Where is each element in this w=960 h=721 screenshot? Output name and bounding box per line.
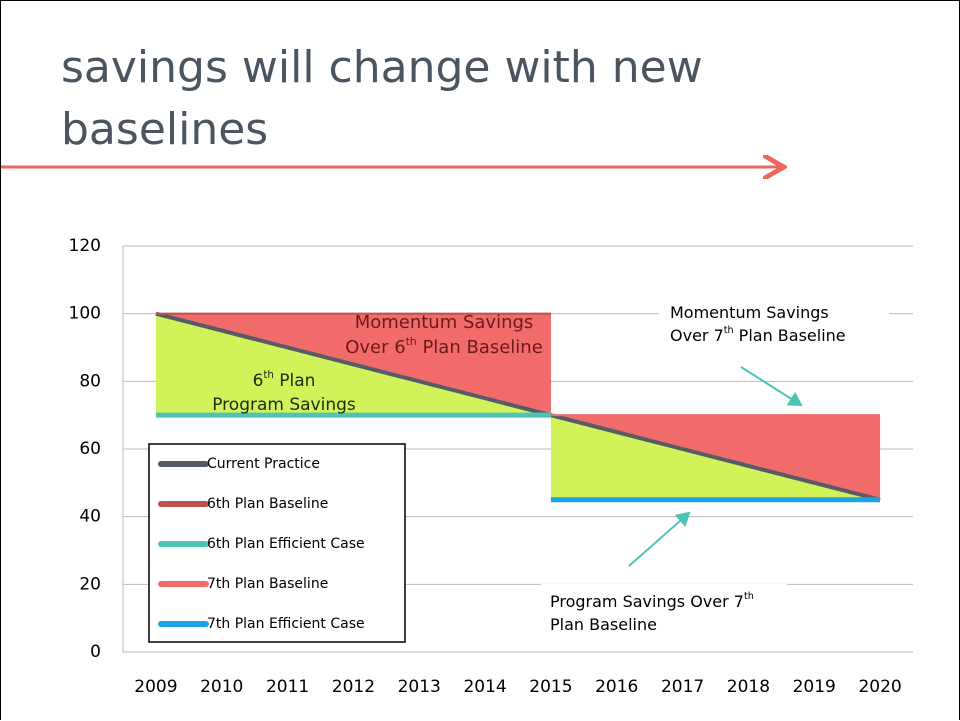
annotation: Program Savings Over 7th: [550, 591, 754, 611]
savings-area: [155, 313, 551, 416]
y-tick-label: 0: [90, 642, 101, 662]
annotation-text: th: [724, 325, 734, 336]
legend-label: 6th Plan Efficient Case: [207, 536, 365, 552]
annotation: Over 6th Plan Baseline: [345, 335, 543, 358]
x-tick-label: 2013: [398, 677, 441, 697]
annotation-text: th: [263, 370, 273, 381]
annotation-text: 6: [253, 371, 264, 391]
x-tick-label: 2015: [529, 677, 572, 697]
legend-label: Current Practice: [207, 456, 320, 472]
y-tick-label: 60: [79, 439, 101, 459]
annotation-text: Plan: [274, 371, 316, 391]
annotation-bg: [541, 584, 787, 644]
annotation-text: Plan Baseline: [417, 337, 543, 358]
legend-label: 7th Plan Baseline: [207, 576, 328, 592]
annotation-text: Over 7: [670, 326, 724, 345]
annotation-text: Plan Baseline: [734, 326, 846, 345]
annotation-text: th: [744, 591, 754, 602]
annotation-text: Plan Baseline: [550, 615, 657, 634]
savings-area: [550, 415, 881, 500]
annotation: Momentum Savings: [355, 312, 534, 333]
annotation-text: Momentum Savings: [355, 312, 534, 333]
x-tick-label: 2019: [793, 677, 836, 697]
legend-label: 6th Plan Baseline: [207, 496, 328, 512]
annotation: Momentum Savings: [670, 303, 829, 322]
legend-label: 7th Plan Efficient Case: [207, 616, 365, 632]
annotation-arrow: [740, 366, 803, 407]
annotation-text: Program Savings: [212, 395, 356, 415]
x-tick-label: 2016: [595, 677, 638, 697]
annotation-text: Momentum Savings: [670, 303, 829, 322]
x-tick-label: 2010: [200, 677, 243, 697]
x-tick-label: 2012: [332, 677, 375, 697]
annotation: 6th Plan: [253, 370, 316, 391]
annotation-arrow: [628, 511, 691, 567]
y-tick-label: 120: [69, 236, 101, 256]
series-line: [155, 311, 881, 502]
annotation: Plan Baseline: [550, 615, 657, 634]
x-tick-label: 2009: [134, 677, 177, 697]
annotation: Over 7th Plan Baseline: [670, 325, 846, 345]
annotation-text: th: [406, 335, 417, 348]
x-tick-label: 2011: [266, 677, 309, 697]
x-tick-label: 2014: [463, 677, 506, 697]
y-tick-label: 40: [79, 507, 101, 527]
annotation: Program Savings: [212, 395, 356, 415]
y-tick-label: 20: [79, 574, 101, 594]
annotation-bg: [659, 296, 889, 356]
annotation-text: Over 6: [345, 337, 405, 358]
x-tick-label: 2020: [858, 677, 901, 697]
slide-title: savings will change with new baselines: [61, 42, 703, 155]
x-tick-label: 2018: [727, 677, 770, 697]
y-tick-label: 100: [69, 304, 101, 324]
y-tick-label: 80: [79, 371, 101, 391]
x-tick-label: 2017: [661, 677, 704, 697]
annotation-text: Program Savings Over 7: [550, 592, 744, 611]
